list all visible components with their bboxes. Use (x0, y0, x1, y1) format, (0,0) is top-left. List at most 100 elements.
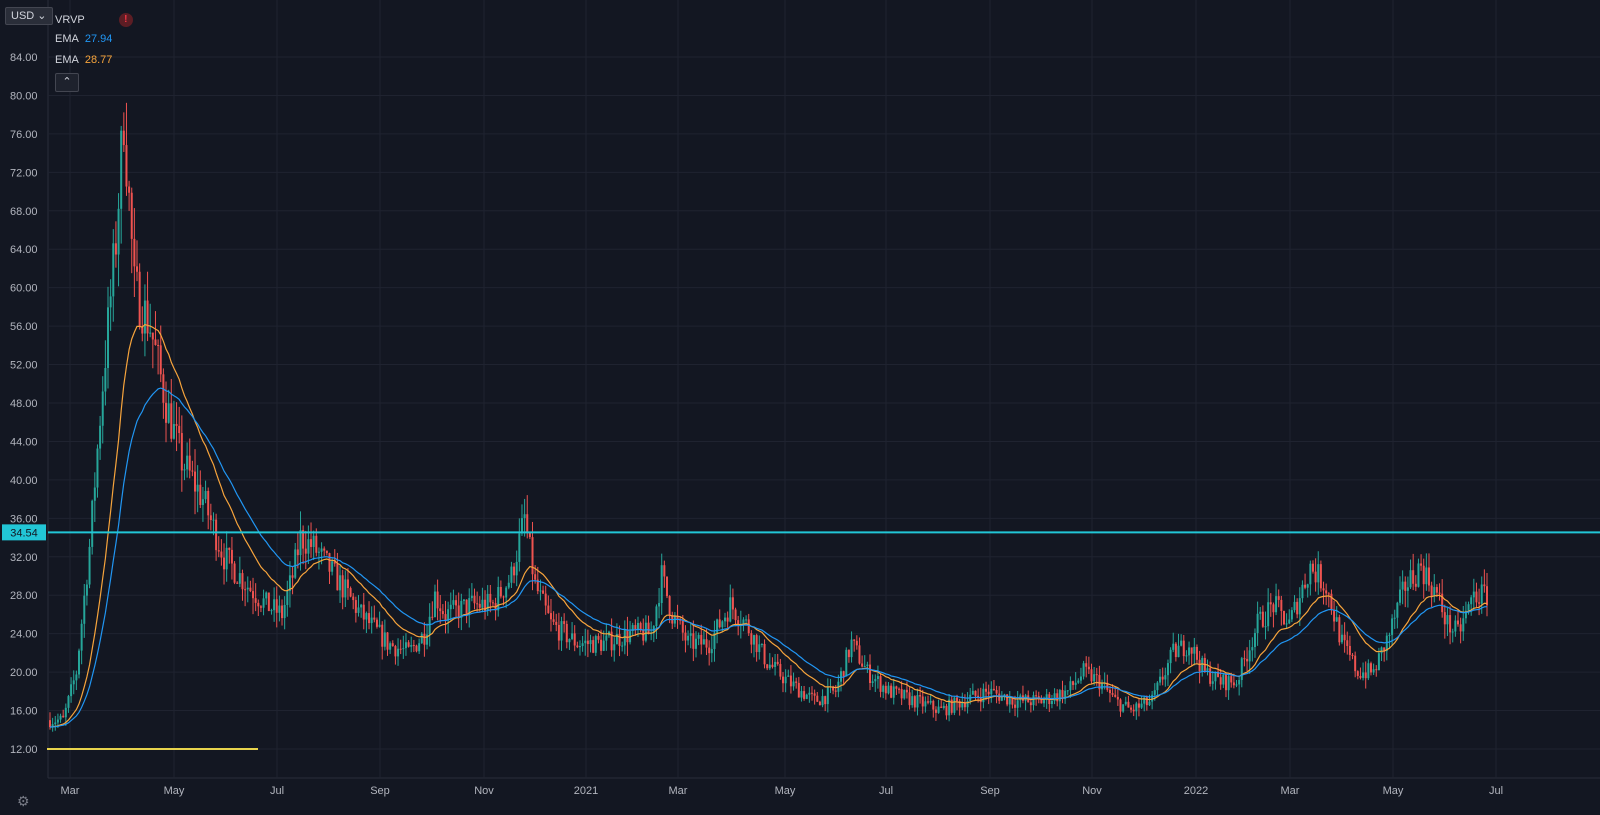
candle-body (80, 623, 83, 651)
candle-body (1314, 571, 1317, 583)
candle-body (1061, 690, 1064, 700)
candle-body (702, 639, 705, 645)
candle-body (128, 186, 131, 193)
candle-body (1319, 564, 1322, 589)
candle-body (597, 636, 600, 640)
candle-body (1050, 700, 1053, 705)
candle-body (924, 701, 927, 707)
candle-body (1398, 589, 1401, 603)
legend-vrvp[interactable]: VRVP ! (55, 13, 133, 27)
candle-body (1364, 672, 1367, 679)
candle-body (755, 635, 758, 653)
candle-body (515, 561, 518, 576)
legend-ema-slow[interactable]: EMA 28.77 (55, 54, 112, 66)
candle-body (1383, 647, 1386, 652)
candle-body (70, 684, 73, 697)
currency-label: USD (11, 10, 35, 22)
candle-body (718, 619, 721, 628)
candle-body (299, 530, 302, 556)
candle-body (681, 620, 684, 633)
candle-body (375, 619, 378, 627)
candle-body (647, 622, 650, 635)
candle-body (476, 603, 479, 605)
candle-body (88, 546, 91, 585)
candle-body (1227, 676, 1230, 691)
candle-body (663, 565, 666, 577)
candle-body (792, 681, 795, 687)
candle-body (1306, 584, 1309, 588)
candle-body (349, 588, 352, 597)
candle-body (1267, 602, 1270, 627)
candle-body (908, 692, 911, 706)
candle-body (660, 565, 663, 604)
legend-ema-fast[interactable]: EMA 27.94 (55, 33, 112, 45)
candle-body (692, 633, 695, 649)
candle-body (370, 617, 373, 624)
candle-body (1317, 564, 1320, 583)
candle-body (1114, 694, 1117, 697)
candle-body (1074, 682, 1077, 685)
candle-body (760, 643, 763, 645)
candle-body (824, 696, 827, 705)
candle-body (644, 622, 647, 641)
candle-body (1272, 604, 1275, 613)
candle-body (486, 593, 489, 611)
candle-body (439, 608, 442, 612)
candle-body (484, 599, 487, 611)
candle-body (1111, 693, 1114, 695)
candle-body (165, 402, 168, 423)
candle-body (1064, 690, 1067, 700)
candle-body (871, 681, 874, 684)
candle-body (1056, 693, 1059, 702)
candle-body (204, 490, 207, 500)
currency-selector[interactable]: USD ⌄ (5, 7, 53, 25)
candle-body (1472, 591, 1475, 598)
candle-body (1311, 563, 1314, 572)
candle-body (605, 635, 608, 641)
legend-ema-fast-name: EMA (55, 33, 79, 45)
candle-body (1367, 663, 1370, 679)
x-tick-label: Mar (61, 785, 80, 797)
candle-body (937, 706, 940, 713)
candle-body (1435, 587, 1438, 593)
candle-body (125, 145, 128, 187)
candle-body (1290, 610, 1293, 620)
ema-fast-line (49, 387, 1488, 728)
candle-body (93, 487, 96, 501)
y-tick-label: 64.00 (10, 244, 38, 256)
candle-body (1172, 643, 1175, 650)
candle-body (1385, 635, 1388, 652)
candle-body (412, 645, 415, 647)
candle-body (895, 686, 898, 689)
candle-body (331, 561, 334, 572)
warning-icon[interactable]: ! (118, 13, 133, 27)
collapse-legend-button[interactable]: ⌃ (55, 73, 79, 92)
candle-body (1243, 658, 1246, 660)
candle-body (555, 621, 558, 625)
candle-body (497, 586, 500, 611)
candle-body (842, 671, 845, 677)
candle-body (982, 688, 985, 703)
candle-body (223, 557, 226, 570)
candle-body (228, 547, 231, 550)
candle-body (578, 646, 581, 648)
candle-body (1275, 596, 1278, 613)
candle-body (958, 701, 961, 708)
candle-body (563, 621, 566, 624)
x-tick-label: Mar (1281, 785, 1300, 797)
candle-body (1327, 593, 1330, 595)
candle-body (861, 663, 864, 667)
candle-body (1269, 602, 1272, 605)
candle-body (1035, 695, 1038, 697)
candle-body (1309, 563, 1312, 585)
candle-body (1174, 643, 1177, 658)
candle-body (167, 403, 170, 423)
candle-body (742, 619, 745, 626)
gear-icon[interactable]: ⚙ (17, 793, 30, 809)
candle-body (1443, 612, 1446, 625)
y-tick-label: 80.00 (10, 90, 38, 102)
candle-body (360, 604, 363, 608)
candle-body (1177, 645, 1180, 658)
candle-body (1116, 696, 1119, 700)
